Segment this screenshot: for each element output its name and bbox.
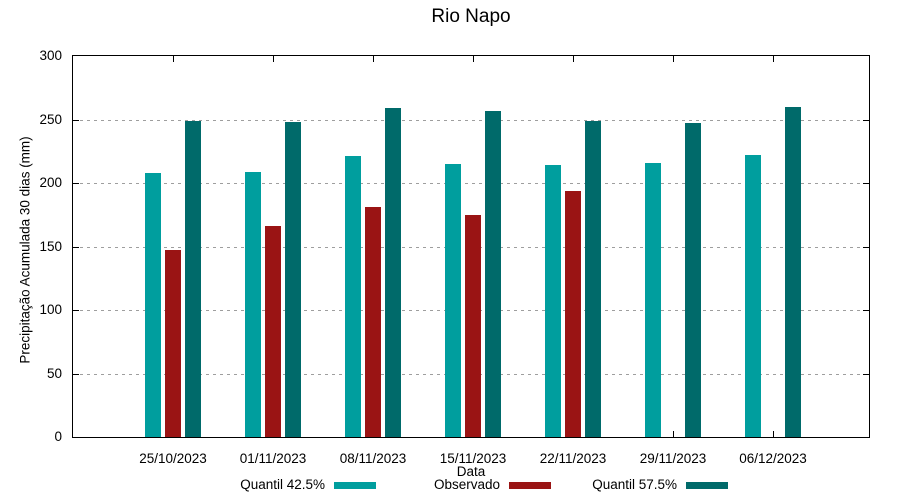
- legend-label: Observado: [433, 477, 500, 492]
- legend-label: Quantil 57.5%: [592, 477, 677, 492]
- y-tick-label-100: 100: [39, 302, 62, 317]
- gridline-200: [73, 183, 869, 184]
- x-tick-label-22-11-2023: 22/11/2023: [539, 451, 607, 466]
- y-tick-mark: [863, 246, 869, 248]
- y-tick-mark: [73, 119, 79, 121]
- y-tick-label-150: 150: [39, 238, 62, 254]
- bar-observado-25/10/2023: [165, 250, 181, 437]
- x-tick-label-08-11-2023: 08/11/2023: [339, 451, 407, 466]
- y-tick-mark: [863, 119, 869, 121]
- gridline-250: [73, 119, 869, 121]
- x-tick-label-15-11-2023: 15/11/2023: [439, 451, 507, 466]
- x-tick-label-06-12-2023: 06/12/2023: [739, 451, 807, 466]
- legend-swatch: [509, 481, 551, 489]
- chart-title: Rio Napo: [431, 6, 511, 27]
- legend-item-quantil-57.5-: Quantil 57.5%: [446, 477, 728, 493]
- bar-quantil-57.5--29/11/2023: [685, 123, 701, 437]
- bar-observado-15/11/2023: [465, 214, 481, 437]
- y-tick-mark: [863, 373, 869, 375]
- y-tick-mark: [73, 373, 79, 375]
- bar-quantil-57.5--25/10/2023: [185, 120, 201, 437]
- y-tick-label-200: 200: [39, 175, 62, 190]
- legend-label: Quantil 42.5%: [240, 477, 325, 492]
- y-tick-mark: [863, 183, 869, 184]
- legend-item-quantil-42.5-: Quantil 42.5%: [94, 477, 376, 493]
- plot-area: [72, 55, 870, 438]
- bar-quantil-57.5--06/12/2023: [785, 106, 801, 437]
- x-tick-mark: [773, 431, 774, 437]
- y-tick-mark: [863, 310, 869, 311]
- y-tick-label-50: 50: [46, 365, 62, 381]
- y-tick-label-0: 0: [54, 429, 62, 444]
- x-tick-mark: [273, 56, 274, 62]
- x-tick-mark: [473, 56, 474, 62]
- bar-observado-22/11/2023: [565, 190, 581, 437]
- legend-swatch: [334, 481, 376, 489]
- bar-quantil-42.5--15/11/2023: [445, 163, 461, 437]
- bar-observado-08/11/2023: [365, 207, 381, 437]
- bar-observado-01/11/2023: [265, 226, 281, 437]
- bar-quantil-57.5--01/11/2023: [285, 122, 301, 437]
- bar-quantil-42.5--25/10/2023: [145, 172, 161, 437]
- bar-quantil-42.5--29/11/2023: [645, 162, 661, 437]
- y-tick-mark: [73, 310, 79, 311]
- bar-quantil-42.5--01/11/2023: [245, 171, 261, 437]
- y-tick-label-300: 300: [39, 48, 62, 63]
- bar-quantil-57.5--08/11/2023: [385, 108, 401, 437]
- bar-quantil-57.5--15/11/2023: [485, 110, 501, 437]
- x-tick-mark: [373, 56, 374, 62]
- y-tick-label-250: 250: [39, 111, 62, 127]
- legend-swatch: [686, 481, 728, 489]
- x-tick-label-01-11-2023: 01/11/2023: [239, 451, 307, 466]
- y-tick-mark: [73, 246, 79, 248]
- legend-item-observado: Observado: [269, 477, 551, 493]
- x-tick-mark: [673, 56, 674, 62]
- bar-quantil-57.5--22/11/2023: [585, 120, 601, 437]
- x-tick-label-29-11-2023: 29/11/2023: [639, 451, 707, 466]
- x-tick-mark: [573, 56, 574, 62]
- x-tick-mark: [673, 431, 674, 437]
- x-tick-mark: [173, 56, 174, 62]
- x-axis-label: Data: [456, 464, 486, 479]
- bar-quantil-42.5--06/12/2023: [745, 155, 761, 437]
- bar-quantil-42.5--08/11/2023: [345, 156, 361, 437]
- bar-quantil-42.5--22/11/2023: [545, 165, 561, 437]
- x-tick-label-25-10-2023: 25/10/2023: [139, 451, 207, 466]
- y-tick-mark: [73, 183, 79, 184]
- x-tick-mark: [773, 56, 774, 62]
